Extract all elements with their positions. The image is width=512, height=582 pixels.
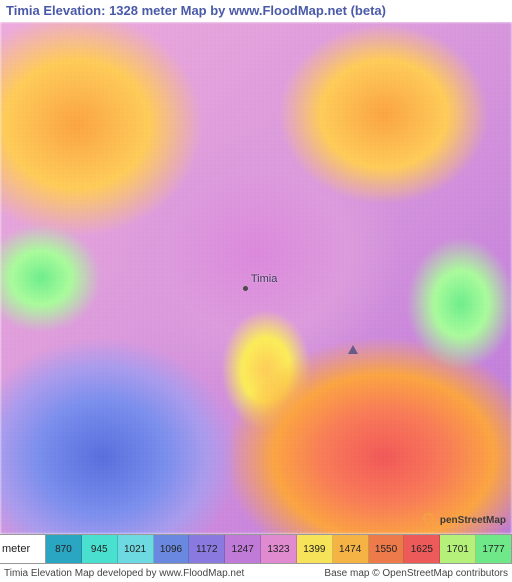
legend-cell: 1096 (154, 535, 190, 563)
legend-cell: 1550 (369, 535, 405, 563)
legend-cell: 1021 (118, 535, 154, 563)
osm-badge-text: penStreetMap (440, 515, 506, 526)
legend-cell: 1701 (440, 535, 476, 563)
osm-attribution-badge: penStreetMap (422, 512, 506, 528)
legend-cell: 1399 (297, 535, 333, 563)
elevation-legend: meter 8709451021109611721247132313991474… (0, 534, 512, 564)
legend-cell: 945 (82, 535, 118, 563)
legend-unit-label: meter (0, 535, 46, 563)
legend-cell: 1777 (476, 535, 512, 563)
legend-cell: 1474 (333, 535, 369, 563)
footer-credit-right: Base map © OpenStreetMap contributors (324, 568, 508, 579)
legend-cell: 1247 (225, 535, 261, 563)
elevation-map: Timia penStreetMap (0, 22, 512, 534)
legend-cell: 1625 (404, 535, 440, 563)
legend-cell: 1323 (261, 535, 297, 563)
center-marker-dot (243, 286, 248, 291)
footer: Timia Elevation Map developed by www.Flo… (0, 564, 512, 582)
footer-credit-left: Timia Elevation Map developed by www.Flo… (4, 568, 244, 579)
peak-marker-icon (348, 345, 358, 354)
legend-cell: 870 (46, 535, 82, 563)
center-marker-label: Timia (251, 273, 277, 285)
magnifier-icon (422, 512, 438, 528)
legend-cell: 1172 (189, 535, 225, 563)
page-title: Timia Elevation: 1328 meter Map by www.F… (0, 0, 512, 22)
